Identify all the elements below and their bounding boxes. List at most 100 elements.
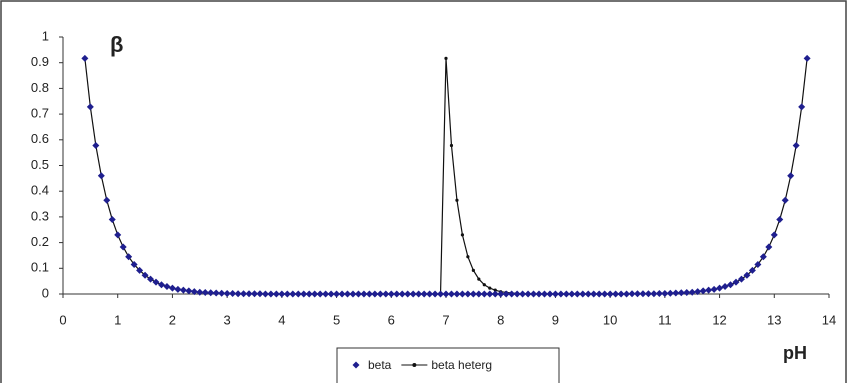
scatter-point bbox=[513, 290, 521, 298]
x-tick-label: 14 bbox=[822, 312, 836, 327]
scatter-point bbox=[316, 290, 324, 298]
scatter-point bbox=[732, 278, 740, 286]
scatter-point bbox=[376, 290, 384, 298]
y-axis-label: β bbox=[110, 32, 123, 57]
series-line bbox=[84, 58, 808, 295]
legend-symbol bbox=[412, 363, 417, 367]
scatter-point bbox=[305, 290, 313, 298]
line-point bbox=[493, 288, 497, 292]
scatter-point bbox=[174, 285, 182, 293]
scatter-point bbox=[743, 271, 751, 279]
scatter-point bbox=[573, 290, 581, 298]
scatter-point bbox=[694, 288, 702, 296]
scatter-point bbox=[699, 287, 707, 295]
scatter-point bbox=[212, 289, 220, 297]
x-tick-label: 9 bbox=[552, 312, 559, 327]
scatter-point bbox=[634, 290, 641, 298]
scatter-point bbox=[201, 288, 209, 296]
y-tick-label: 0.5 bbox=[31, 157, 49, 172]
scatter-point bbox=[103, 196, 111, 204]
scatter-point bbox=[803, 54, 811, 62]
scatter-point bbox=[168, 284, 176, 292]
scatter-point bbox=[294, 290, 302, 298]
scatter-point bbox=[595, 290, 603, 298]
x-tick-label: 0 bbox=[59, 312, 66, 327]
scatter-point bbox=[185, 287, 193, 295]
scatter-point bbox=[163, 283, 171, 291]
scatter-point bbox=[502, 290, 510, 298]
line-point bbox=[471, 268, 475, 272]
scatter-point bbox=[437, 290, 445, 298]
line-point bbox=[466, 255, 470, 259]
scatter-point bbox=[623, 290, 631, 298]
scatter-point bbox=[551, 290, 559, 298]
scatter-point bbox=[601, 290, 609, 298]
scatter-point bbox=[86, 103, 94, 111]
scatter-point bbox=[721, 283, 729, 291]
x-tick-label: 11 bbox=[658, 312, 672, 327]
scatter-point bbox=[152, 278, 160, 286]
x-tick-label: 5 bbox=[333, 312, 340, 327]
scatter-point bbox=[727, 281, 735, 289]
scatter-point bbox=[365, 290, 373, 298]
scatter-point bbox=[371, 290, 379, 298]
scatter-point bbox=[223, 289, 231, 297]
scatter-point bbox=[710, 285, 718, 293]
legend-symbol bbox=[352, 361, 360, 369]
scatter-point bbox=[530, 290, 538, 298]
line-point bbox=[444, 56, 448, 60]
legend: beta beta heterg bbox=[336, 347, 560, 383]
scatter-point bbox=[798, 103, 806, 111]
scatter-point bbox=[579, 290, 587, 298]
scatter-point bbox=[229, 289, 237, 297]
scatter-point bbox=[322, 290, 330, 298]
legend-box bbox=[336, 347, 560, 383]
scatter-point bbox=[360, 290, 368, 298]
legend-label: beta heterg bbox=[431, 358, 492, 372]
scatter-point bbox=[333, 290, 341, 298]
scatter-point bbox=[508, 290, 516, 298]
scatter-point bbox=[617, 290, 625, 298]
x-axis-label: pH bbox=[783, 343, 807, 363]
y-tick-label: 0.8 bbox=[31, 80, 49, 95]
scatter-point bbox=[404, 290, 412, 298]
scatter-point bbox=[705, 286, 713, 294]
scatter-point bbox=[546, 290, 554, 298]
scatter-point bbox=[524, 290, 532, 298]
line-point bbox=[449, 143, 454, 148]
x-tick-label: 12 bbox=[712, 312, 726, 327]
scatter-point bbox=[420, 290, 428, 298]
scatter-point bbox=[770, 231, 778, 239]
x-tick-label: 1 bbox=[114, 312, 121, 327]
scatter-point bbox=[535, 290, 543, 298]
y-tick-label: 1 bbox=[42, 28, 49, 43]
scatter-point bbox=[480, 290, 488, 298]
scatter-point bbox=[311, 290, 319, 298]
y-tick-label: 0.7 bbox=[31, 106, 49, 121]
scatter-point bbox=[666, 289, 674, 297]
scatter-point bbox=[234, 290, 242, 298]
scatter-point bbox=[737, 275, 745, 283]
scatter-point bbox=[267, 290, 275, 298]
scatter-point bbox=[92, 141, 100, 149]
scatter-point bbox=[447, 290, 455, 298]
scatter-point bbox=[754, 260, 762, 268]
scatter-point bbox=[349, 290, 357, 298]
scatter-point bbox=[787, 172, 795, 180]
y-tick-label: 0.2 bbox=[31, 234, 49, 249]
scatter-point bbox=[781, 196, 789, 204]
scatter-point bbox=[141, 271, 149, 279]
x-tick-label: 4 bbox=[278, 312, 285, 327]
scatter-point bbox=[491, 290, 499, 298]
scatter-point bbox=[688, 288, 696, 296]
line-point bbox=[455, 198, 459, 202]
scatter-point bbox=[261, 290, 269, 298]
scatter-point bbox=[190, 288, 198, 296]
scatter-point bbox=[382, 290, 390, 298]
scatter-point bbox=[387, 290, 395, 298]
x-tick-label: 6 bbox=[388, 312, 395, 327]
scatter-point bbox=[453, 290, 461, 298]
scatter-point bbox=[469, 290, 477, 298]
y-tick-label: 0.3 bbox=[31, 208, 49, 223]
